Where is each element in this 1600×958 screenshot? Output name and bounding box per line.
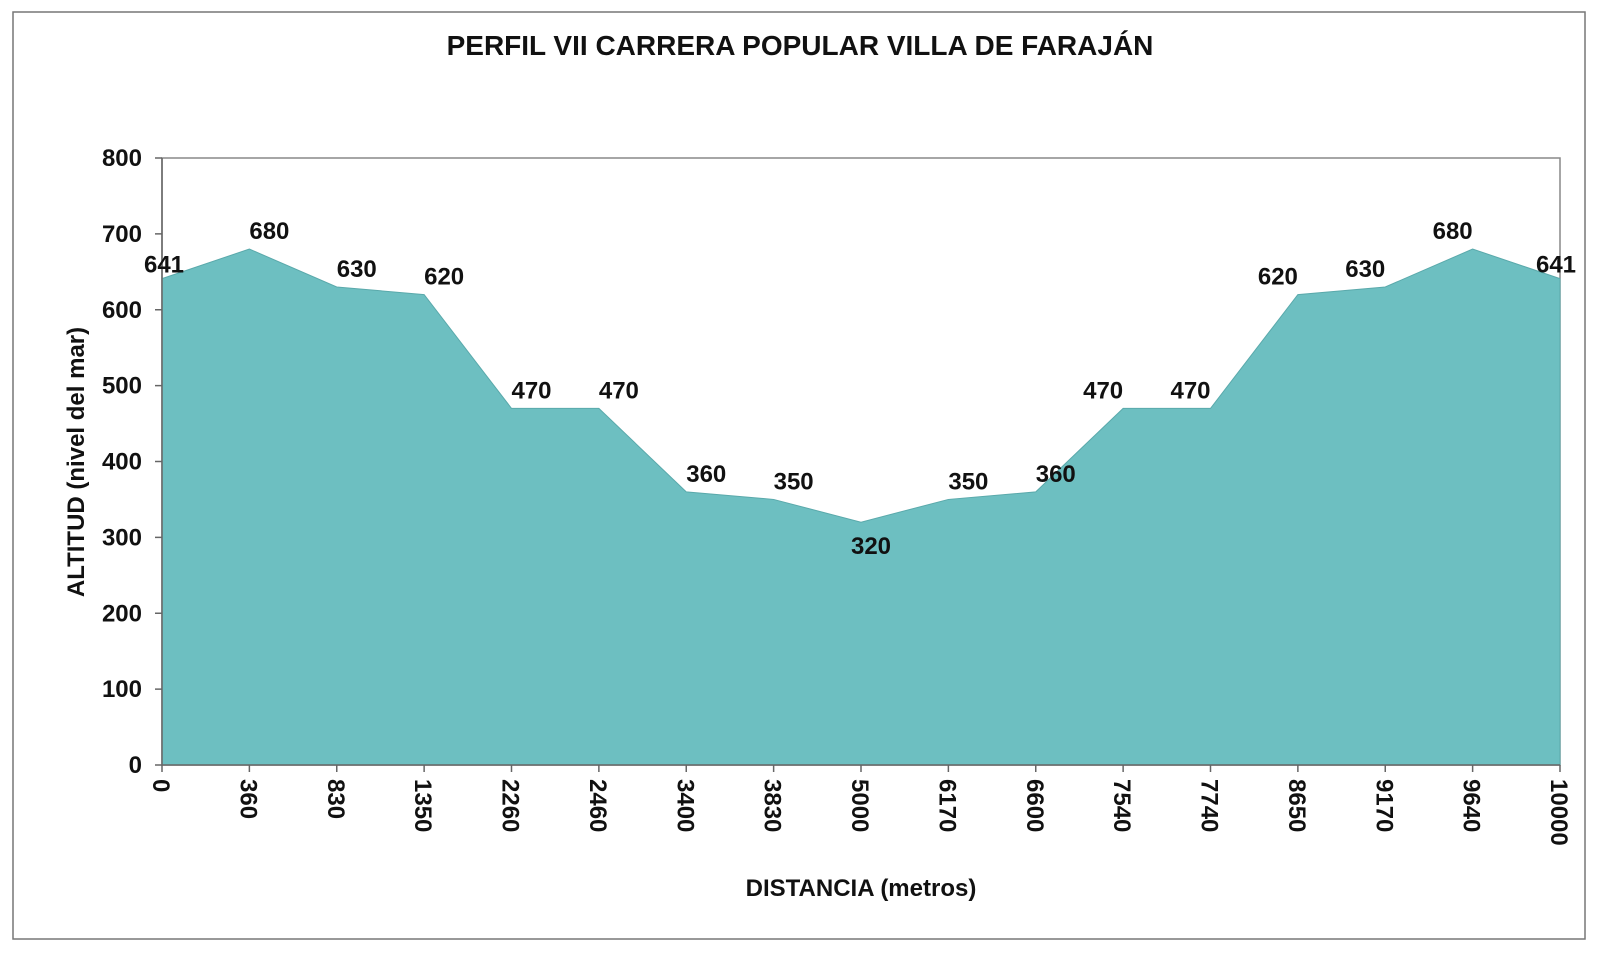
x-tick-label: 830: [322, 779, 349, 819]
data-label: 470: [1083, 377, 1123, 404]
x-tick-label: 6170: [933, 779, 960, 832]
plot-area: 0 100 200 300 400 500 600 700 800 0 360 830 1350 2260…: [102, 145, 1576, 846]
y-tick-label: 400: [102, 449, 142, 476]
x-tick-label: 5000: [846, 779, 873, 832]
y-tick-label: 100: [102, 676, 142, 703]
data-label: 630: [337, 256, 377, 283]
x-tick-label: 3830: [759, 779, 786, 832]
data-label: 680: [1433, 218, 1473, 245]
x-tick-label: 9170: [1370, 779, 1397, 832]
data-label: 641: [1536, 252, 1576, 279]
x-tick-label: 8650: [1283, 779, 1310, 832]
y-tick-label: 0: [129, 752, 142, 779]
x-tick-label: 7540: [1108, 779, 1135, 832]
y-axis-label: ALTITUD (nivel del mar): [63, 327, 90, 597]
y-tick-label: 800: [102, 145, 142, 172]
x-tick-label: 10000: [1545, 779, 1572, 846]
x-tick-label: 7740: [1196, 779, 1223, 832]
data-label: 620: [1258, 264, 1298, 291]
y-tick-label: 600: [102, 297, 142, 324]
data-label: 470: [1170, 377, 1210, 404]
x-tick-label: 360: [234, 779, 261, 819]
x-tick-label: 2260: [497, 779, 524, 832]
elevation-area: [161, 248, 1561, 766]
y-tick-label: 200: [102, 600, 142, 627]
x-tick-label: 9640: [1458, 779, 1485, 832]
data-label: 360: [686, 461, 726, 488]
chart-title: PERFIL VII CARRERA POPULAR VILLA DE FARA…: [447, 30, 1154, 61]
data-label: 320: [851, 533, 891, 560]
y-tick-label: 500: [102, 373, 142, 400]
x-tick-label: 6600: [1021, 779, 1048, 832]
y-tick-label: 300: [102, 524, 142, 551]
data-label: 350: [948, 468, 988, 495]
data-label: 641: [144, 252, 184, 279]
x-tick-label: 2460: [584, 779, 611, 832]
data-label: 470: [599, 377, 639, 404]
data-label: 680: [249, 218, 289, 245]
data-label: 620: [424, 264, 464, 291]
data-label: 350: [774, 468, 814, 495]
data-label: 630: [1345, 256, 1385, 283]
x-tick-label: 1350: [409, 779, 436, 832]
x-tick-label: 0: [147, 779, 174, 792]
data-label: 470: [511, 377, 551, 404]
data-label: 360: [1036, 461, 1076, 488]
x-tick-label: 3400: [671, 779, 698, 832]
y-tick-label: 700: [102, 221, 142, 248]
x-axis-label: DISTANCIA (metros): [746, 875, 977, 902]
